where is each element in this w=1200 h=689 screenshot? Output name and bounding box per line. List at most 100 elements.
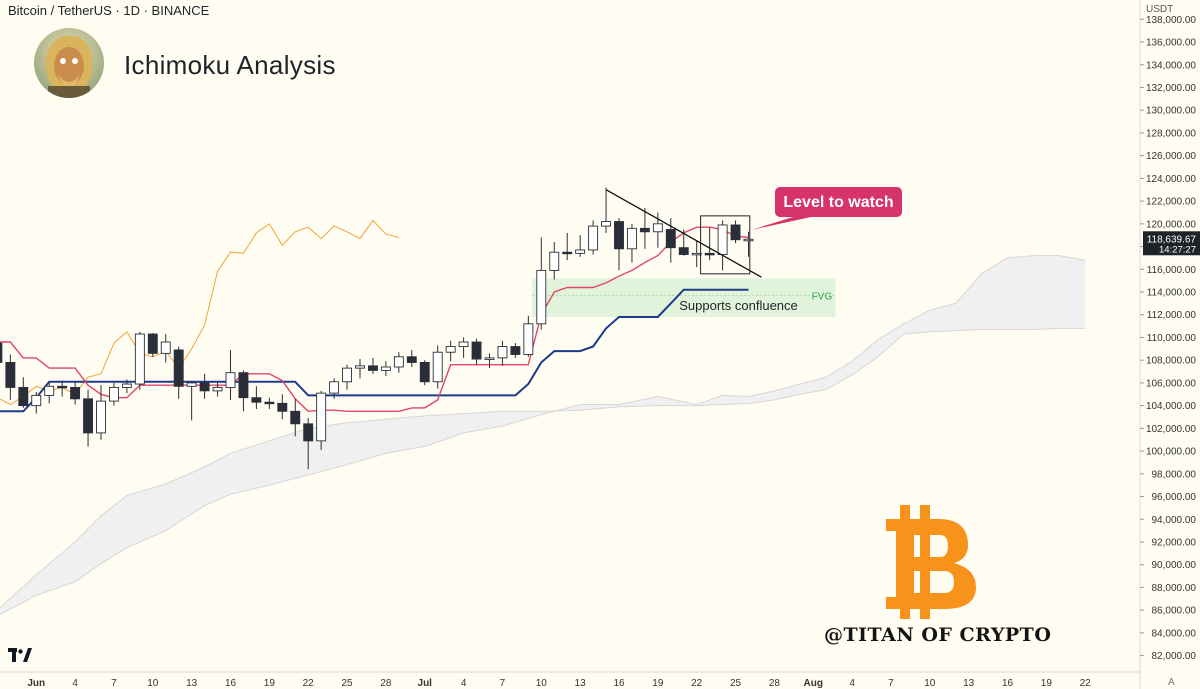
candle (160, 334, 171, 363)
candle (704, 227, 715, 261)
candle (225, 349, 236, 400)
x-tick-label: 13 (575, 678, 587, 689)
candle (329, 378, 340, 399)
y-tick-label: 86,000.00 (1152, 606, 1197, 617)
y-tick-label: 104,000.00 (1146, 401, 1196, 412)
y-tick-label: 98,000.00 (1152, 469, 1197, 480)
candle (31, 391, 42, 414)
candle-body (57, 385, 68, 389)
candle-body (665, 229, 676, 249)
x-tick-label: 25 (730, 678, 742, 689)
y-tick-label: 138,000.00 (1146, 15, 1196, 26)
candle (186, 381, 197, 421)
x-tick-label: 10 (147, 678, 159, 689)
symbol-header[interactable]: Bitcoin / TetherUS · 1D · BINANCE (8, 3, 210, 18)
candle-body (588, 225, 599, 251)
candle (264, 397, 275, 410)
candle (717, 220, 728, 271)
candle-body (652, 223, 663, 233)
watch-box (700, 215, 751, 275)
candle (5, 354, 16, 400)
x-tick-label: 22 (1080, 678, 1092, 689)
timezone-button[interactable]: A (1168, 677, 1175, 688)
x-tick-label: 10 (536, 678, 548, 689)
candle (380, 361, 391, 377)
candle-body (212, 386, 223, 392)
candle (108, 382, 119, 406)
candle (173, 346, 184, 399)
x-tick-label: 22 (691, 678, 703, 689)
candle-body (549, 251, 560, 271)
x-tick-label: 16 (613, 678, 625, 689)
y-tick-label: 100,000.00 (1146, 447, 1196, 458)
candle (639, 207, 650, 249)
leading-span-a (0, 255, 1086, 615)
y-tick-label: 106,000.00 (1146, 378, 1196, 389)
candle-body (31, 394, 42, 407)
price-axis (1140, 0, 1200, 689)
x-tick-label: 13 (963, 678, 975, 689)
candle-body (70, 386, 81, 400)
candle (290, 398, 301, 437)
candle (303, 418, 314, 470)
candle (57, 380, 68, 397)
candle (743, 231, 754, 257)
candle (147, 332, 158, 357)
candle (199, 373, 210, 399)
candle (0, 342, 3, 363)
y-tick-label: 112,000.00 (1147, 310, 1197, 321)
tradingview-logo-icon[interactable] (8, 648, 32, 667)
candle-body (5, 361, 16, 388)
candle-body (380, 366, 391, 371)
candle-body (614, 221, 624, 250)
y-tick-label: 88,000.00 (1152, 583, 1197, 594)
candle (277, 394, 288, 420)
candle (510, 343, 521, 358)
ichimoku-cloud (0, 255, 1086, 615)
x-tick-label: 4 (72, 678, 78, 689)
y-tick-label: 132,000.00 (1146, 83, 1196, 94)
x-tick-label: 19 (1041, 678, 1053, 689)
y-tick-label: 120,000.00 (1146, 219, 1196, 230)
candle-body (316, 392, 327, 442)
callout-pointer (751, 217, 811, 230)
price-tag-countdown: 14:27:27 (1159, 244, 1196, 255)
candle-body (704, 252, 715, 256)
x-tick-label: 13 (186, 678, 198, 689)
x-tick-label: 28 (769, 678, 781, 689)
x-tick-label: Jul (418, 678, 433, 689)
candle (212, 381, 223, 397)
y-tick-label: 114,000.00 (1147, 288, 1197, 299)
candle-body (147, 333, 158, 354)
avatar-image (34, 28, 104, 98)
candle-body (575, 249, 586, 254)
candle-body (121, 383, 132, 388)
candle-body (393, 356, 404, 368)
candle (96, 385, 106, 440)
candle-body (199, 382, 210, 392)
candle (355, 359, 365, 379)
x-tick-label: 10 (924, 678, 936, 689)
candle-body (406, 356, 417, 363)
candle-body (18, 386, 29, 407)
candle (471, 338, 482, 365)
callout-box (775, 187, 902, 217)
x-tick-label: 19 (264, 678, 276, 689)
candle (432, 345, 443, 389)
x-tick-label: 28 (380, 678, 392, 689)
zone-text: Supports confluence (679, 298, 798, 313)
candle-body (342, 367, 352, 383)
bitcoin-logo-icon (886, 505, 976, 619)
candle (18, 377, 29, 408)
currency-label[interactable]: USDT (1146, 4, 1174, 15)
page-title: Ichimoku Analysis (124, 50, 336, 80)
candle (536, 237, 547, 330)
y-tick-label: 96,000.00 (1152, 492, 1197, 503)
y-tick-label: 126,000.00 (1146, 151, 1196, 162)
y-tick-label: 84,000.00 (1152, 628, 1197, 639)
y-tick-label: 108,000.00 (1146, 356, 1196, 367)
candle (497, 340, 508, 366)
candle (614, 218, 624, 271)
candle-body (264, 401, 275, 405)
